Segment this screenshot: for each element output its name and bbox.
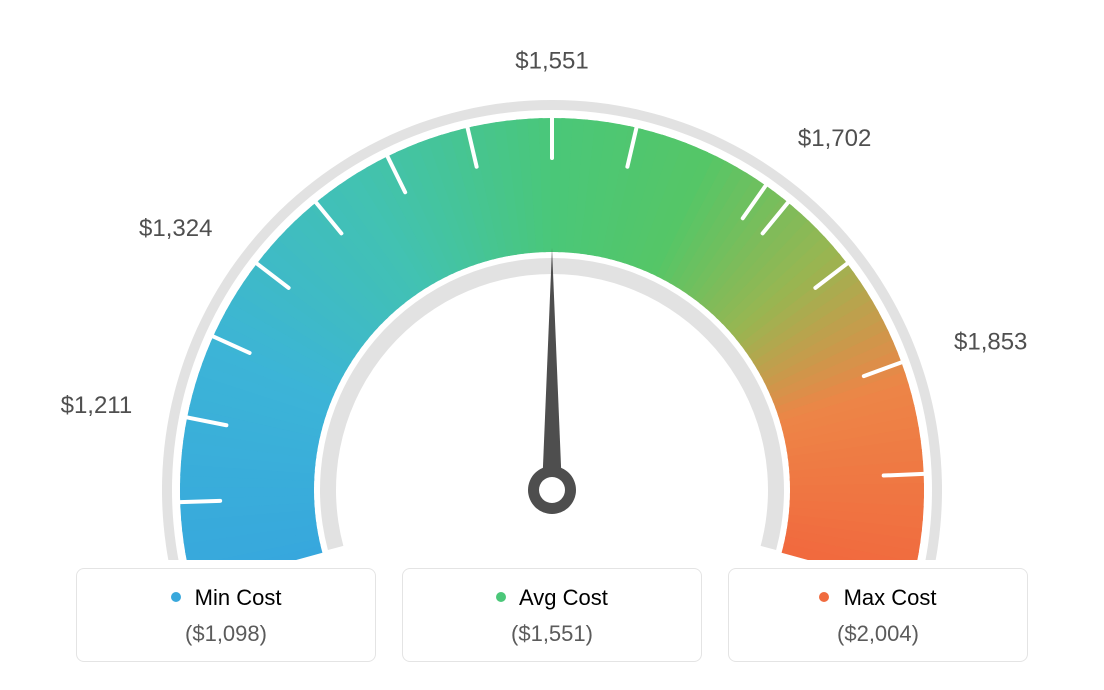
legend-min-label: Min Cost	[97, 585, 355, 611]
legend-min-label-text: Min Cost	[195, 585, 282, 610]
legend-avg-label: Avg Cost	[423, 585, 681, 611]
legend-max-dot	[819, 592, 829, 602]
gauge-tick-label: $1,702	[798, 125, 871, 152]
gauge-tick-label: $1,211	[61, 392, 133, 419]
legend-avg-box: Avg Cost ($1,551)	[402, 568, 702, 662]
gauge-needle	[542, 248, 562, 490]
gauge-tick-label: $1,324	[139, 215, 212, 242]
legend-max-box: Max Cost ($2,004)	[728, 568, 1028, 662]
cost-gauge-chart: $1,098$1,211$1,324$1,551$1,702$1,853$2,0…	[0, 0, 1104, 690]
legend-max-label: Max Cost	[749, 585, 1007, 611]
gauge-tick-label: $1,551	[515, 47, 588, 74]
legend-min-box: Min Cost ($1,098)	[76, 568, 376, 662]
legend-max-value: ($2,004)	[749, 621, 1007, 647]
gauge-svg: $1,098$1,211$1,324$1,551$1,702$1,853$2,0…	[0, 0, 1104, 560]
legend-row: Min Cost ($1,098) Avg Cost ($1,551) Max …	[0, 568, 1104, 662]
gauge-tick-label: $1,853	[954, 328, 1027, 355]
legend-avg-value: ($1,551)	[423, 621, 681, 647]
legend-avg-label-text: Avg Cost	[519, 585, 608, 610]
legend-min-value: ($1,098)	[97, 621, 355, 647]
legend-avg-dot	[496, 592, 506, 602]
legend-max-label-text: Max Cost	[844, 585, 937, 610]
legend-min-dot	[171, 592, 181, 602]
